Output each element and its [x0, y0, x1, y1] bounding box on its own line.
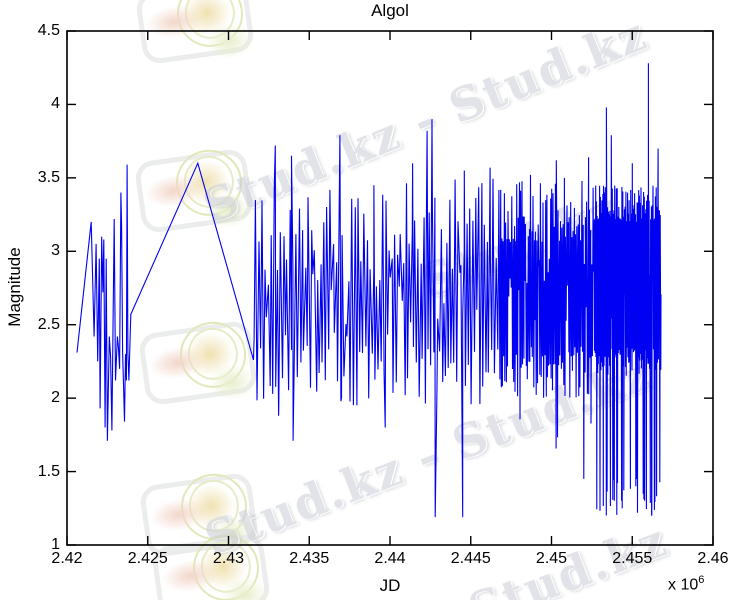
magnitude-data-line: [76, 63, 662, 518]
plot-box: [66, 30, 714, 546]
